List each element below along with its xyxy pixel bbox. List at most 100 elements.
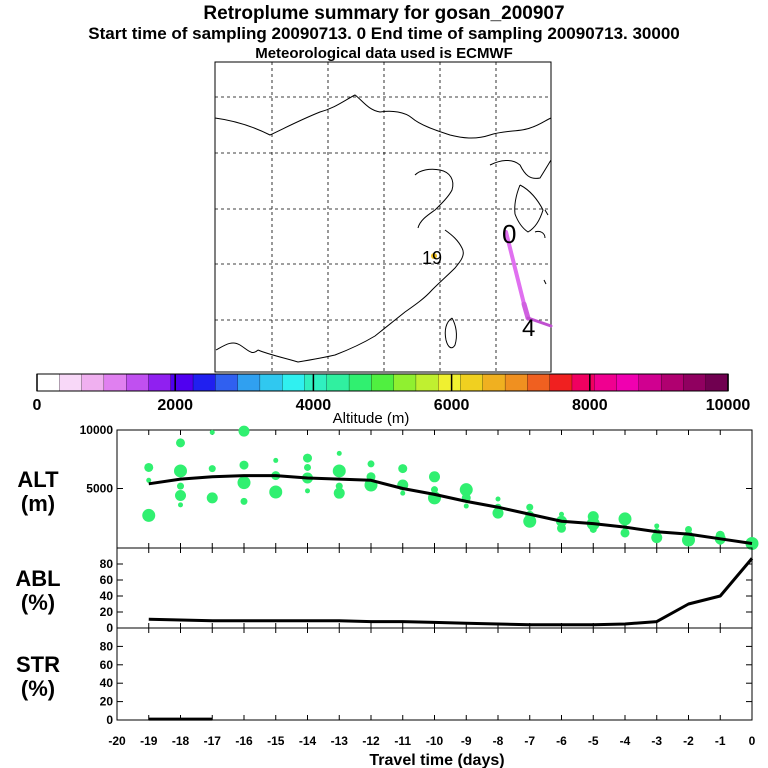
alt-cluster-point bbox=[177, 482, 184, 490]
colorbar-cell bbox=[259, 373, 283, 392]
colorbar-cell bbox=[148, 373, 172, 392]
colorbar-cell bbox=[660, 373, 685, 392]
x-tick-label: 0 bbox=[749, 734, 756, 748]
alt-cluster-point bbox=[304, 463, 311, 471]
alt-cluster-point bbox=[206, 492, 218, 504]
alt-cluster-point bbox=[620, 528, 630, 538]
colorbar-cell bbox=[81, 373, 105, 392]
x-tick-label: -11 bbox=[394, 734, 411, 748]
alt-cluster-point bbox=[178, 502, 183, 508]
colorbar-cell bbox=[103, 373, 127, 392]
colorbar-cell bbox=[571, 373, 595, 392]
alt-cluster-point bbox=[492, 507, 504, 519]
alt-cluster-point bbox=[685, 525, 692, 533]
colorbar-cell bbox=[215, 373, 239, 392]
colorbar-cells bbox=[36, 373, 729, 392]
alt-cluster-point bbox=[209, 429, 215, 435]
y-tick-label: 80 bbox=[100, 639, 114, 653]
alt-cluster-point bbox=[398, 464, 408, 474]
colorbar-cell bbox=[594, 373, 618, 392]
alt-cluster-point bbox=[717, 539, 723, 545]
alt-cluster-point bbox=[557, 523, 566, 533]
alt-cluster-point bbox=[589, 525, 597, 533]
x-tick-label: -17 bbox=[204, 734, 222, 748]
alt-cluster-point bbox=[367, 460, 375, 468]
map-panel: 0 19 4 bbox=[214, 61, 553, 373]
panel-ylabel-unit: (%) bbox=[21, 590, 55, 615]
panel-str: 80 60 40 20 0 STR(%) bbox=[16, 627, 753, 727]
panel-ylabel-unit: (m) bbox=[21, 491, 55, 516]
y-tick-label: 60 bbox=[100, 573, 114, 587]
chart-subtitle: Start time of sampling 20090713. 0 End t… bbox=[88, 24, 680, 43]
x-tick-label: -7 bbox=[524, 734, 535, 748]
y-tick-label: 20 bbox=[100, 605, 114, 619]
y-tick-label: 10000 bbox=[80, 423, 114, 437]
colorbar-tick-label: 10000 bbox=[706, 397, 751, 414]
colorbar-cell bbox=[393, 373, 417, 392]
alt-cluster-point bbox=[208, 465, 216, 473]
colorbar-cell bbox=[705, 373, 729, 392]
alt-cluster-point bbox=[587, 511, 599, 523]
colorbar-cell bbox=[126, 373, 150, 392]
panel-frame bbox=[116, 547, 753, 629]
x-tick-label: -16 bbox=[235, 734, 253, 748]
colorbar-cell bbox=[170, 373, 194, 392]
alt-cluster-point bbox=[523, 514, 537, 528]
alt-cluster-point bbox=[142, 508, 156, 522]
colorbar-cell bbox=[36, 373, 60, 392]
panel-ylabel-name: ALT bbox=[17, 467, 59, 492]
alt-cluster-point bbox=[400, 490, 406, 496]
x-tick-label: -13 bbox=[331, 734, 349, 748]
colorbar-cell bbox=[438, 373, 462, 392]
panel-frame bbox=[116, 627, 753, 721]
x-tick-label: -14 bbox=[299, 734, 317, 748]
y-tick-label: 40 bbox=[100, 589, 114, 603]
alt-cluster-point bbox=[431, 486, 438, 494]
x-axis-label: Travel time (days) bbox=[369, 752, 504, 768]
x-tick-label: -3 bbox=[651, 734, 662, 748]
alt-cluster-point bbox=[176, 438, 185, 448]
alt-cluster-point bbox=[305, 488, 310, 494]
alt-cluster-point bbox=[146, 477, 152, 483]
colorbar-cell bbox=[616, 373, 640, 392]
panel-abl: 80 60 40 20 0 ABL(%) bbox=[15, 547, 754, 635]
map-label-day4: 4 bbox=[522, 315, 535, 342]
colorbar-cell bbox=[282, 373, 306, 392]
colorbar-ticks: 0 2000 4000 6000 8000 10000 bbox=[33, 374, 751, 414]
chart-title: Retroplume summary for gosan_200907 bbox=[203, 3, 565, 24]
alt-cluster-point bbox=[495, 496, 501, 502]
colorbar-cell bbox=[683, 373, 707, 392]
panel-ylabel-unit: (%) bbox=[21, 676, 55, 701]
alt-cluster-point bbox=[559, 511, 564, 517]
alt-cluster-point bbox=[463, 503, 469, 509]
alt-cluster-point bbox=[526, 503, 534, 511]
alt-cluster-point bbox=[682, 533, 695, 547]
colorbar-cell bbox=[460, 373, 484, 392]
colorbar-label: Altitude (m) bbox=[333, 410, 410, 427]
alt-cluster-point bbox=[618, 512, 632, 526]
colorbar-cell bbox=[504, 373, 529, 392]
panel-ylabel-name: ABL bbox=[15, 566, 60, 591]
alt-cluster-point bbox=[335, 482, 343, 490]
x-axis: -20 -19 -18 -17 -16 -15 -14 -13 -12 -11 -10 -9 -8 -7-… bbox=[108, 734, 755, 748]
x-tick-label: -5 bbox=[588, 734, 599, 748]
colorbar-tick-label: 8000 bbox=[572, 397, 608, 414]
colorbar-cell bbox=[304, 373, 328, 392]
panel-alt: 10000 5000 ALT(m) bbox=[17, 423, 759, 550]
x-tick-label: -20 bbox=[108, 734, 126, 748]
x-tick-label: -2 bbox=[683, 734, 694, 748]
alt-cluster-point bbox=[459, 483, 473, 497]
series-line-alt bbox=[148, 474, 753, 545]
alt-cluster-point bbox=[303, 453, 312, 463]
alt-cluster-point bbox=[333, 487, 345, 499]
x-tick-label: -1 bbox=[715, 734, 726, 748]
map-frame bbox=[214, 61, 552, 373]
x-tick-label: -12 bbox=[362, 734, 380, 748]
alt-cluster-point bbox=[174, 464, 187, 478]
x-tick-label: -4 bbox=[620, 734, 631, 748]
alt-cluster-point bbox=[175, 490, 186, 502]
x-tick-label: -8 bbox=[493, 734, 504, 748]
y-tick-label: 40 bbox=[100, 676, 114, 690]
colorbar-cell bbox=[59, 373, 83, 392]
